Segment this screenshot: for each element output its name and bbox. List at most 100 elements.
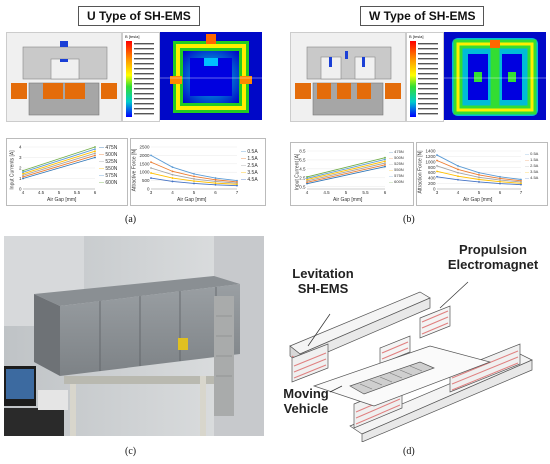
series-line <box>306 162 386 182</box>
y-tick-label: 0 <box>147 187 150 192</box>
chart-b1-legend: — 475N — 500N — 525N — 550N — 575N — 600… <box>389 149 404 185</box>
legend-item: — 1.5A <box>525 157 539 162</box>
y-tick-label: 500 <box>142 178 150 183</box>
data-point <box>22 171 24 174</box>
x-tick-label: 3 <box>436 190 439 195</box>
data-point <box>150 172 152 174</box>
y-tick-label: 400 <box>428 176 436 181</box>
legend-item: — 4.5A <box>525 175 539 180</box>
w-type-field-plot <box>444 32 546 120</box>
data-point <box>520 178 522 181</box>
data-point <box>520 183 522 186</box>
label-levitation: Levitation SH-EMS <box>292 266 354 296</box>
legend-item: — 575N <box>389 173 404 178</box>
data-point <box>171 173 174 176</box>
data-point <box>171 177 174 179</box>
x-tick-label: 7 <box>520 190 523 195</box>
x-tick-label: 5 <box>345 190 348 195</box>
data-point <box>193 178 195 180</box>
data-point <box>150 167 152 169</box>
panel-b-title: W Type of SH-EMS <box>360 6 485 26</box>
data-point <box>478 178 480 181</box>
x-tick-label: 5 <box>478 190 481 195</box>
x-tick-label: 7 <box>236 190 239 195</box>
y-tick-label: 1500 <box>139 161 150 166</box>
y-tick-label: 8.5 <box>299 149 306 154</box>
legend-item: — 3.5A <box>241 170 258 176</box>
data-point <box>306 180 308 182</box>
series-line <box>22 150 96 175</box>
y-tick-label: 1200 <box>425 154 436 159</box>
x-tick-label: 3 <box>150 190 153 195</box>
series-line <box>306 160 386 181</box>
data-point <box>193 175 195 178</box>
prototype-photo <box>4 236 264 436</box>
y-tick-label: 800 <box>428 165 436 170</box>
legend-item: — 525N <box>389 161 404 166</box>
x-tick-label: 4 <box>457 190 460 195</box>
data-point <box>193 182 195 185</box>
legend-item: — 0.5A <box>525 151 539 156</box>
panel-a-title: U Type of SH-EMS <box>78 6 200 26</box>
legend-item: — 500N <box>99 152 118 158</box>
data-point <box>436 175 438 178</box>
y-tick-label: 1400 <box>425 149 436 154</box>
y-tick-label: 0 <box>433 187 436 192</box>
x-tick-label: 6 <box>94 190 97 195</box>
legend-item: — 600N <box>389 179 404 184</box>
data-point <box>384 162 386 164</box>
y-tick-label: 2.5 <box>299 175 306 180</box>
data-point <box>171 180 174 183</box>
legend-item: — 3.5A <box>525 169 539 174</box>
u-type-force-chart: 0 500 1000 1500 2000 2500 3 4 5 6 7 Air Gap [mm] A… <box>130 138 266 206</box>
chart-a1-ylabel: Input Currents [A] <box>9 150 16 190</box>
y-tick-label: 1000 <box>425 159 436 164</box>
data-point <box>520 181 522 183</box>
caption-b: (b) <box>403 214 415 225</box>
label-propulsion: Propulsion Electromagnet <box>447 242 539 272</box>
colorbar-header: B [tesla] <box>125 34 140 39</box>
data-point <box>306 181 308 184</box>
data-point <box>384 165 386 168</box>
chart-b1-ylabel: Input Current [A] <box>294 153 301 191</box>
x-tick-label: 5 <box>58 190 61 195</box>
x-tick-label: 6 <box>214 190 217 195</box>
series-line <box>306 164 386 183</box>
data-point <box>478 173 480 176</box>
x-tick-label: 4 <box>306 190 309 195</box>
chart-b2-legend: — 0.5A — 1.5A — 2.5A — 3.5A — 4.5A <box>525 151 538 181</box>
series-line <box>306 157 386 178</box>
chart-a1-legend: — 475N — 500N — 525N — 550N — 575N — 600… <box>99 145 117 187</box>
data-point <box>436 159 438 162</box>
data-point <box>478 171 480 174</box>
legend-item: — 525N <box>99 159 118 165</box>
legend-item: — 2.5A <box>525 163 539 168</box>
legend-item: — 550N <box>389 167 404 172</box>
x-tick-label: 6 <box>384 190 387 195</box>
data-point <box>457 165 459 167</box>
data-point <box>384 163 386 166</box>
x-tick-label: 4.5 <box>38 190 45 195</box>
data-point <box>214 178 217 181</box>
chart-b2-ylabel: Attraction Force [N] <box>417 150 424 194</box>
data-point <box>499 179 501 181</box>
legend-item: — 2.5A <box>241 163 258 169</box>
data-point <box>214 182 217 185</box>
data-point <box>236 179 238 182</box>
legend-item: — 575N <box>99 173 118 179</box>
data-point <box>457 168 459 171</box>
y-tick-label: 1 <box>19 176 22 181</box>
data-point <box>94 152 96 155</box>
y-tick-label: 4.5 <box>299 166 306 171</box>
x-tick-label: 4 <box>171 190 174 195</box>
data-point <box>22 177 24 180</box>
legend-item: — 475N <box>389 149 404 154</box>
data-point <box>193 172 195 175</box>
x-tick-label: 4 <box>22 190 25 195</box>
data-point <box>214 177 217 179</box>
y-tick-label: 3 <box>19 155 22 160</box>
chart-a2-ylabel: Attractive Force [N] <box>131 148 138 192</box>
data-point <box>22 172 24 175</box>
y-tick-label: 600 <box>428 170 436 175</box>
system-illustration: Propulsion Electromagnet Levitation SH-E… <box>270 236 548 443</box>
